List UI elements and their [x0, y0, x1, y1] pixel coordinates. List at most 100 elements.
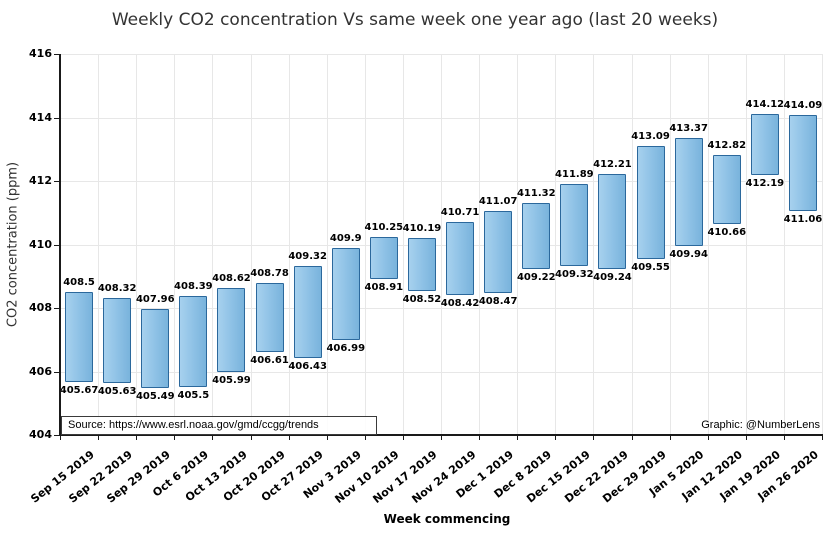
- x-axis-tick: [402, 435, 404, 440]
- x-gridline: [479, 54, 481, 435]
- x-gridline: [136, 54, 138, 435]
- bar-high-label: 412.82: [707, 139, 747, 151]
- x-gridline: [707, 54, 709, 435]
- co2-range-bar: [65, 292, 94, 382]
- bar-high-label: 413.09: [631, 131, 670, 143]
- y-axis-tick: [54, 435, 60, 436]
- chart-title: Weekly CO2 concentration Vs same week on…: [111, 10, 719, 30]
- bar-high-label: 410.19: [402, 223, 442, 235]
- co2-range-bar: [293, 266, 322, 358]
- co2-range-bar: [141, 309, 170, 388]
- x-axis-tick: [364, 435, 366, 440]
- y-axis-tick: [54, 371, 60, 373]
- bar-low-label: 408.42: [440, 297, 480, 309]
- bar-high-label: 409.32: [288, 251, 327, 263]
- co2-range-bar: [484, 210, 513, 294]
- x-gridline: [98, 54, 100, 435]
- graphic-credit: Graphic: @NumberLens: [701, 419, 820, 431]
- bar-low-label: 409.22: [516, 272, 556, 284]
- bar-high-label: 412.21: [593, 159, 632, 171]
- bar-low-label: 412.19: [745, 177, 785, 189]
- x-gridline: [631, 54, 633, 435]
- bar-low-label: 410.66: [707, 226, 747, 238]
- co2-range-bar: [560, 184, 589, 267]
- bar-high-label: 413.37: [669, 122, 708, 134]
- x-gridline: [669, 54, 671, 435]
- co2-range-bar: [598, 174, 627, 269]
- co2-range-bar: [407, 238, 436, 292]
- bar-low-label: 408.52: [402, 294, 442, 306]
- bar-high-label: 410.71: [440, 206, 480, 218]
- x-axis-tick: [593, 435, 595, 440]
- bar-low-label: 406.61: [250, 355, 289, 367]
- co2-range-bar: [331, 247, 360, 341]
- bar-high-label: 408.62: [212, 273, 251, 285]
- bar-low-label: 409.32: [555, 269, 594, 281]
- x-axis-tick: [707, 435, 709, 440]
- source-note: Source: https://www.esrl.noaa.gov/gmd/cc…: [61, 416, 377, 435]
- co2-range-bar: [674, 137, 703, 247]
- bar-low-label: 406.99: [326, 343, 366, 355]
- bar-low-label: 409.24: [593, 271, 632, 283]
- y-axis-line: [59, 54, 61, 435]
- x-gridline: [174, 54, 176, 435]
- x-gridline: [783, 54, 785, 435]
- x-gridline: [822, 54, 823, 435]
- bar-high-label: 408.32: [97, 282, 137, 294]
- x-axis-tick: [441, 435, 442, 440]
- y-tick-label: 414: [29, 110, 52, 124]
- bar-high-label: 408.78: [250, 268, 289, 280]
- x-axis-tick: [212, 435, 214, 440]
- y-tick-label: 406: [29, 364, 52, 378]
- y-tick-label: 404: [29, 428, 52, 441]
- bar-high-label: 414.12: [745, 98, 785, 110]
- y-axis-tick: [54, 54, 60, 55]
- x-axis-tick: [745, 435, 747, 440]
- x-axis-tick: [479, 435, 481, 440]
- co2-range-bar: [522, 202, 551, 270]
- x-axis-tick: [669, 435, 671, 440]
- bar-low-label: 405.99: [212, 374, 251, 386]
- x-gridline: [326, 54, 328, 435]
- x-gridline: [593, 54, 595, 435]
- x-axis-tick: [98, 435, 100, 440]
- x-axis-tick: [517, 435, 519, 440]
- x-axis-tick: [136, 435, 138, 440]
- co2-range-bar: [255, 283, 284, 353]
- y-axis-tick: [54, 244, 60, 246]
- bar-high-label: 407.96: [135, 294, 175, 306]
- x-axis-tick: [174, 435, 176, 440]
- y-tick-label: 416: [29, 47, 52, 60]
- x-gridline: [288, 54, 290, 435]
- bar-high-label: 414.09: [783, 99, 823, 111]
- bar-high-label: 408.39: [174, 280, 213, 292]
- bar-low-label: 409.55: [631, 261, 670, 273]
- bar-low-label: 406.43: [288, 360, 327, 372]
- co2-range-bar: [369, 236, 398, 280]
- co2-range-bar: [217, 288, 246, 372]
- bar-low-label: 408.91: [364, 282, 404, 294]
- x-axis-tick: [631, 435, 633, 440]
- y-axis-tick: [54, 308, 60, 309]
- bar-low-label: 405.67: [59, 384, 99, 396]
- co2-range-bar: [103, 297, 132, 384]
- x-axis-tick: [60, 435, 61, 440]
- x-gridline: [364, 54, 366, 435]
- y-tick-label: 412: [29, 174, 52, 187]
- bar-high-label: 409.9: [329, 232, 362, 244]
- bar-high-label: 411.07: [478, 195, 518, 207]
- co2-range-bar: [179, 295, 208, 388]
- co2-range-bar: [446, 221, 475, 295]
- x-gridline: [212, 54, 214, 435]
- co2-range-bar: [712, 154, 741, 224]
- x-gridline: [517, 54, 519, 435]
- x-axis-tick: [555, 435, 557, 440]
- x-gridline: [555, 54, 557, 435]
- y-axis-tick: [54, 181, 60, 182]
- x-gridline: [441, 54, 442, 435]
- bar-high-label: 408.5: [63, 277, 95, 289]
- bar-low-label: 405.5: [177, 390, 210, 402]
- x-tick-label: Sep 15 2019: [28, 448, 98, 506]
- x-axis-tick: [822, 435, 823, 440]
